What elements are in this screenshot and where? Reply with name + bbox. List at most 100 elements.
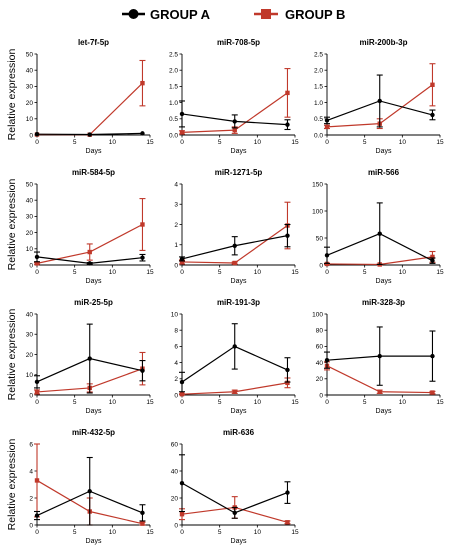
x-tick-label: 10 bbox=[254, 529, 262, 536]
data-point bbox=[140, 222, 145, 227]
data-point bbox=[232, 510, 237, 516]
panel-miR-584-5p: miR-584-5p 0 10 20 30 40 50 0 5 10 15 Relative expr… bbox=[6, 168, 154, 276]
legend: GROUP A GROUP B bbox=[122, 7, 345, 22]
data-point bbox=[87, 261, 92, 266]
x-tick-label: 15 bbox=[436, 139, 444, 146]
data-point bbox=[140, 510, 145, 516]
y-tick-label: 0 bbox=[29, 262, 33, 269]
panel-title: miR-191-3p bbox=[217, 298, 260, 307]
y-tick-label: 0.0 bbox=[314, 132, 323, 139]
series-group-a bbox=[179, 323, 291, 393]
x-tick-label: 5 bbox=[73, 529, 77, 536]
x-tick-label: 15 bbox=[291, 529, 299, 536]
y-tick-label: 10 bbox=[26, 246, 34, 253]
y-tick-label: 2.0 bbox=[314, 68, 323, 75]
x-tick-label: 5 bbox=[73, 139, 77, 146]
series-group-a bbox=[324, 202, 436, 266]
days-label: Days bbox=[231, 278, 247, 285]
panel-title: let-7f-5p bbox=[78, 38, 109, 47]
data-point bbox=[285, 122, 290, 127]
y-tick-label: 20 bbox=[26, 100, 34, 107]
data-point bbox=[34, 261, 40, 266]
x-tick-label: 5 bbox=[73, 399, 77, 406]
x-tick-label: 0 bbox=[325, 399, 329, 406]
series-group-b bbox=[179, 377, 291, 397]
y-tick-label: 20 bbox=[316, 376, 324, 383]
panel-title: miR-566 bbox=[368, 168, 400, 177]
y-tick-label: 50 bbox=[26, 51, 34, 58]
x-tick-label: 5 bbox=[218, 529, 222, 536]
y-axis-label: Relative expression bbox=[6, 309, 18, 401]
data-point bbox=[324, 357, 330, 363]
y-tick-label: 10 bbox=[26, 116, 34, 123]
days-label: Days bbox=[86, 278, 102, 285]
data-point bbox=[285, 233, 290, 238]
x-tick-label: 10 bbox=[254, 139, 262, 146]
data-point bbox=[285, 90, 290, 96]
panel-miR-200b-3p: miR-200b-3p 0.0 0.5 1.0 1.5 2.0 2.5 0 5 10 15 bbox=[314, 38, 444, 146]
y-tick-label: 100 bbox=[312, 311, 323, 318]
x-tick-label: 15 bbox=[291, 269, 299, 276]
data-point bbox=[87, 489, 92, 494]
y-tick-label: 4 bbox=[29, 468, 33, 475]
panel-miR-1271-5p: miR-1271-5p 0 1 2 3 4 0 5 10 15 bbox=[174, 168, 299, 276]
panel-title: miR-200b-3p bbox=[359, 38, 407, 47]
y-tick-label: 2 bbox=[174, 222, 178, 229]
data-point bbox=[140, 255, 145, 260]
data-point bbox=[179, 512, 185, 517]
series-group-a bbox=[179, 100, 291, 131]
data-point bbox=[140, 131, 145, 136]
x-tick-label: 5 bbox=[363, 269, 367, 276]
data-point bbox=[285, 520, 290, 525]
y-tick-label: 2.0 bbox=[169, 68, 178, 75]
data-point bbox=[285, 367, 290, 373]
legend-group-b-label: GROUP B bbox=[285, 7, 345, 22]
y-tick-label: 8 bbox=[174, 328, 178, 335]
y-tick-label: 50 bbox=[26, 181, 34, 188]
x-tick-label: 15 bbox=[146, 139, 154, 146]
y-tick-label: 10 bbox=[171, 311, 179, 318]
series-group-a bbox=[34, 251, 146, 266]
data-point bbox=[430, 254, 435, 260]
data-point bbox=[232, 389, 237, 394]
y-axis-label: Relative expression bbox=[6, 439, 18, 531]
y-tick-label: 0 bbox=[29, 132, 33, 139]
data-point bbox=[232, 119, 237, 124]
y-tick-label: 6 bbox=[174, 344, 178, 351]
series-line bbox=[36, 82, 143, 136]
y-tick-label: 2.5 bbox=[314, 51, 323, 58]
y-tick-label: 0.0 bbox=[169, 132, 178, 139]
y-tick-label: 1.0 bbox=[314, 100, 323, 107]
series-group-b bbox=[34, 59, 146, 137]
y-tick-label: 80 bbox=[316, 328, 324, 335]
data-point bbox=[377, 231, 382, 236]
x-tick-label: 0 bbox=[35, 529, 39, 536]
panel-title: miR-432-5p bbox=[72, 428, 115, 437]
data-point bbox=[430, 258, 435, 263]
y-tick-label: 20 bbox=[171, 495, 179, 502]
panel-miR-25-5p: miR-25-5p 0 10 20 30 40 0 5 10 15 Relative express… bbox=[6, 298, 154, 406]
y-tick-label: 0 bbox=[174, 262, 178, 269]
days-label: Days bbox=[86, 148, 102, 155]
panel-miR-566: miR-566 0 50 100 150 0 5 10 15 bbox=[312, 168, 444, 276]
data-point bbox=[179, 130, 185, 135]
series-group-a bbox=[324, 326, 436, 386]
y-tick-label: 40 bbox=[26, 68, 34, 75]
x-tick-label: 10 bbox=[109, 269, 117, 276]
x-tick-label: 0 bbox=[325, 139, 329, 146]
panel-miR-328-3p: miR-328-3p 0 20 40 60 80 100 0 5 10 15 bbox=[312, 298, 444, 406]
y-tick-label: 30 bbox=[26, 84, 34, 91]
y-tick-label: 1.5 bbox=[314, 84, 323, 91]
x-tick-label: 0 bbox=[325, 269, 329, 276]
days-label: Days bbox=[376, 148, 392, 155]
data-point bbox=[285, 380, 290, 386]
series-group-a bbox=[34, 323, 146, 394]
x-tick-label: 10 bbox=[254, 269, 262, 276]
days-label: Days bbox=[376, 278, 392, 285]
y-tick-label: 0.5 bbox=[314, 116, 323, 123]
y-tick-label: 3 bbox=[174, 202, 178, 209]
y-tick-label: 30 bbox=[26, 214, 34, 221]
data-point bbox=[430, 353, 435, 359]
x-tick-label: 0 bbox=[180, 269, 184, 276]
series-group-a bbox=[34, 456, 146, 526]
